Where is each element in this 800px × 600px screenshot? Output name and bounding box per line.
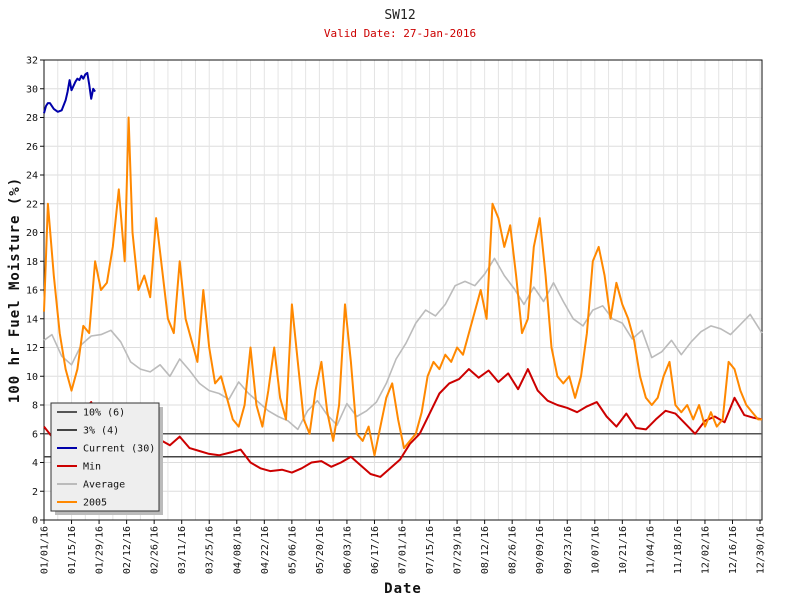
x-tick-label: 03/25/16 (205, 526, 216, 574)
y-tick-label: 32 (26, 56, 38, 67)
x-axis-ticks: 01/01/16 01/15/16 01/29/16 02/12/16 02/26/16… (40, 520, 767, 574)
legend-label-3-4: 3% (4) (83, 426, 119, 437)
series-line-current-30 (43, 71, 96, 114)
legend-label-min: Min (83, 462, 101, 473)
y-axis-label: 100 hr Fuel Moisture (%) (7, 177, 23, 403)
chart-subtitle: Valid Date: 27-Jan-2016 (324, 27, 476, 40)
y-tick-label: 2 (32, 487, 38, 498)
x-tick-label: 01/15/16 (67, 526, 78, 574)
y-tick-label: 8 (32, 401, 38, 412)
x-tick-label: 10/07/16 (590, 526, 601, 574)
y-tick-label: 30 (26, 84, 38, 95)
x-tick-label: 05/06/16 (287, 526, 298, 574)
y-tick-label: 26 (26, 142, 38, 153)
y-tick-label: 12 (26, 343, 38, 354)
x-tick-label: 07/15/16 (425, 526, 436, 574)
y-tick-label: 4 (32, 458, 38, 469)
y-tick-label: 20 (26, 228, 38, 239)
y-tick-label: 22 (26, 199, 38, 210)
series-line-average (43, 257, 763, 431)
x-tick-label: 07/01/16 (398, 526, 409, 574)
legend-label-10-6: 10% (6) (83, 408, 125, 419)
x-tick-label: 08/26/16 (508, 526, 519, 574)
x-tick-label: 02/26/16 (150, 526, 161, 574)
x-tick-label: 12/30/16 (756, 526, 767, 574)
x-tick-label: 06/03/16 (342, 526, 353, 574)
x-tick-label: 04/22/16 (260, 526, 271, 574)
x-tick-label: 03/11/16 (177, 526, 188, 574)
x-tick-label: 01/01/16 (40, 526, 51, 574)
x-tick-label: 12/16/16 (728, 526, 739, 574)
x-tick-label: 02/12/16 (122, 526, 133, 574)
legend: 10% (6) 3% (4) Current (30) Min Average 2005 (50, 402, 163, 515)
legend-label-average: Average (83, 480, 125, 491)
x-tick-label: 07/29/16 (453, 526, 464, 574)
legend-box (50, 402, 160, 512)
y-tick-label: 18 (26, 257, 38, 268)
x-tick-label: 09/09/16 (535, 526, 546, 574)
x-tick-label: 06/17/16 (370, 526, 381, 574)
y-tick-label: 6 (32, 429, 38, 440)
x-tick-label: 10/21/16 (618, 526, 629, 574)
y-tick-label: 0 (32, 516, 38, 527)
y-tick-label: 28 (26, 113, 38, 124)
x-tick-label: 08/12/16 (480, 526, 491, 574)
y-tick-label: 24 (26, 171, 38, 182)
series-line-2005 (43, 116, 762, 457)
x-tick-label: 04/08/16 (232, 526, 243, 574)
reference-lines (44, 433, 762, 458)
y-tick-label: 16 (26, 286, 38, 297)
x-tick-label: 09/23/16 (563, 526, 574, 574)
x-tick-label: 12/02/16 (700, 526, 711, 574)
legend-items: 10% (6) 3% (4) Current (30) Min Average 2005 (57, 408, 155, 509)
legend-label-current-30: Current (30) (83, 444, 155, 455)
chart-title: SW12 (384, 8, 415, 23)
x-axis-label: Date (384, 581, 422, 597)
y-tick-label: 14 (26, 314, 38, 325)
x-tick-label: 01/29/16 (95, 526, 106, 574)
x-tick-label: 11/18/16 (673, 526, 684, 574)
x-tick-label: 05/20/16 (315, 526, 326, 574)
y-tick-label: 10 (26, 372, 38, 383)
legend-label-2005: 2005 (83, 498, 107, 509)
x-tick-label: 11/04/16 (645, 526, 656, 574)
